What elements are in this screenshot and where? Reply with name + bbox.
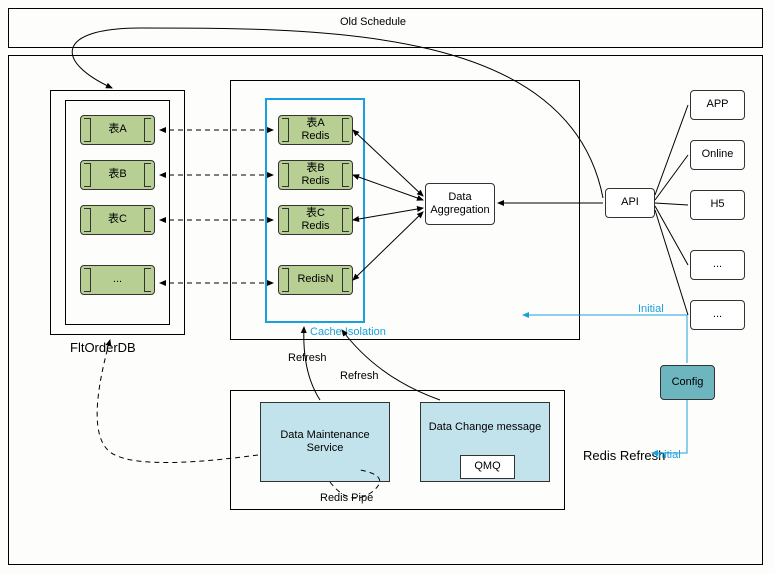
- label: 表C: [108, 213, 127, 226]
- redis-pipe-label: Redis Pipe: [320, 492, 373, 504]
- top-bar: [8, 8, 763, 48]
- db-node-b: 表B: [80, 160, 155, 190]
- data-aggregation-node: Data Aggregation: [425, 183, 495, 225]
- initial-label-2: Initial: [655, 449, 681, 461]
- label: QMQ: [474, 460, 500, 473]
- label: RedisN: [297, 273, 333, 286]
- cache-isolation-label: Cache Isolation: [310, 326, 386, 338]
- label: ...: [713, 258, 722, 271]
- qmq-node: QMQ: [460, 455, 515, 479]
- label: 表B Redis: [301, 162, 329, 188]
- label: APP: [706, 98, 728, 111]
- redis-node-b: 表B Redis: [278, 160, 353, 190]
- refresh-label-2: Refresh: [340, 370, 379, 382]
- db-node-more: ...: [80, 265, 155, 295]
- label: Data Maintenance Service: [280, 429, 369, 455]
- client-more1: ...: [690, 250, 745, 280]
- label: ...: [713, 308, 722, 321]
- label: Data Aggregation: [430, 191, 489, 217]
- client-online: Online: [690, 140, 745, 170]
- client-h5: H5: [690, 190, 745, 220]
- label: API: [621, 196, 639, 209]
- label: 表C Redis: [301, 207, 329, 233]
- config-node: Config: [660, 365, 715, 400]
- label: 表B: [108, 168, 126, 181]
- label: Online: [702, 148, 734, 161]
- label: H5: [710, 198, 724, 211]
- client-app: APP: [690, 90, 745, 120]
- label: ...: [113, 273, 122, 286]
- initial-label-1: Initial: [638, 303, 664, 315]
- data-maintenance-service: Data Maintenance Service: [260, 402, 390, 482]
- api-node: API: [605, 188, 655, 218]
- fltorderdb-label: FltOrderDB: [70, 340, 136, 355]
- db-node-a: 表A: [80, 115, 155, 145]
- label: Config: [672, 376, 704, 389]
- db-node-c: 表C: [80, 205, 155, 235]
- redis-node-n: RedisN: [278, 265, 353, 295]
- redis-node-c: 表C Redis: [278, 205, 353, 235]
- label: 表A: [108, 123, 126, 136]
- client-more2: ...: [690, 300, 745, 330]
- old-schedule-label: Old Schedule: [340, 16, 406, 28]
- redis-node-a: 表A Redis: [278, 115, 353, 145]
- refresh-label-1: Refresh: [288, 352, 327, 364]
- redis-refresh-label: Redis Refresh: [583, 448, 665, 463]
- label: Data Change message: [429, 421, 542, 434]
- label: 表A Redis: [301, 117, 329, 143]
